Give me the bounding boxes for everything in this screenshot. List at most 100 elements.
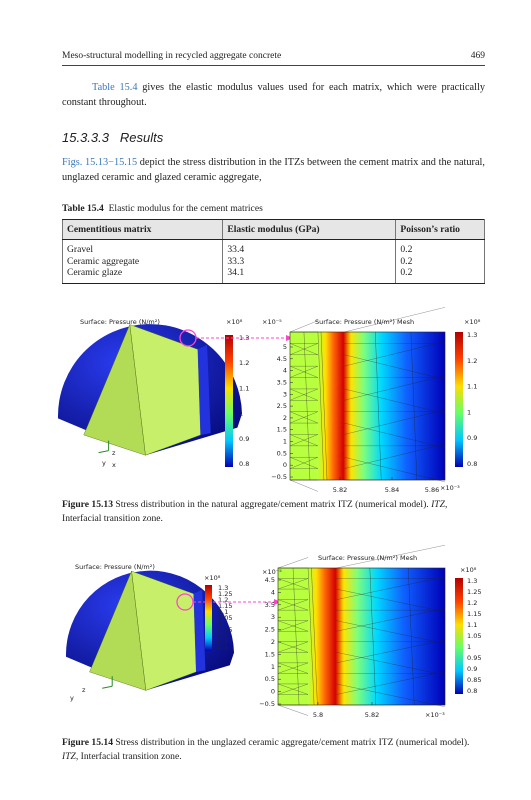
y-tick-label: 1.5 bbox=[265, 650, 275, 658]
colorbar-label: 1.2 bbox=[467, 357, 477, 365]
colorbar-label: 0.8 bbox=[467, 687, 477, 695]
mesh-line bbox=[277, 641, 309, 653]
table-cell: 0.2 bbox=[395, 255, 485, 267]
colorbar-label: 1.05 bbox=[467, 632, 481, 640]
paragraph-text: gives the elastic modulus values used fo… bbox=[62, 82, 485, 108]
table-cell: 0.2 bbox=[395, 239, 485, 256]
colorbar-label: 1.2 bbox=[467, 599, 477, 607]
page-number: 469 bbox=[470, 51, 485, 61]
mesh-line bbox=[307, 567, 315, 706]
table-cell: Ceramic aggregate bbox=[61, 255, 223, 267]
colorbar-label: 1 bbox=[467, 643, 471, 651]
y-tick-label: 0.5 bbox=[265, 675, 275, 683]
y-tick-label: 3.5 bbox=[265, 601, 275, 609]
mesh-line bbox=[336, 545, 446, 569]
abbreviation: ITZ bbox=[62, 751, 76, 762]
table-cell: Gravel bbox=[61, 239, 223, 256]
y-tick-label: 2.5 bbox=[277, 402, 287, 410]
plot-frame bbox=[277, 567, 446, 706]
abbreviation: ITZ bbox=[431, 499, 445, 510]
figure: Surface: Pressure (N/m²)×10⁸1.31.251.21.… bbox=[65, 545, 481, 719]
colorbar-label: 0.9 bbox=[218, 632, 228, 640]
colorbar bbox=[205, 585, 212, 651]
table-row: Gravel 33.4 0.2 bbox=[61, 239, 485, 256]
section-number: 15.3.3.3 bbox=[62, 130, 109, 145]
mesh-line bbox=[410, 331, 418, 481]
colorbar-label: 0.9 bbox=[467, 665, 477, 673]
shell-edge bbox=[193, 589, 206, 672]
mesh-line bbox=[277, 683, 309, 695]
figure-link[interactable]: Figs. 15.13−15.15 bbox=[62, 157, 138, 168]
running-header: Meso-structural modelling in recycled ag… bbox=[62, 51, 282, 61]
axis-triad-label: y bbox=[70, 694, 74, 702]
matrix-region bbox=[278, 568, 309, 705]
table: Cementitious matrix Elastic modulus (GPa)… bbox=[61, 219, 485, 284]
table-cell: 33.4 bbox=[222, 239, 396, 256]
caption-text: , Interfacial transition zone. bbox=[75, 751, 182, 762]
y-tick-label: −0.5 bbox=[259, 700, 275, 708]
panel-title: Surface: Pressure (N/m²) Mesh bbox=[315, 318, 414, 326]
x-tick-label: 5.82 bbox=[365, 711, 379, 719]
y-tick-label: 4 bbox=[283, 367, 287, 375]
axis-triad-label: y bbox=[102, 459, 106, 467]
colorbar-label: 1.1 bbox=[218, 608, 228, 616]
y-tick-label: 2 bbox=[283, 414, 287, 422]
paragraph-text: depict the stress distribution in the IT… bbox=[62, 157, 485, 183]
axis-triad-label: x bbox=[112, 461, 116, 469]
colorbar-label: 1.15 bbox=[467, 610, 481, 618]
arrow-head bbox=[286, 335, 293, 341]
colorbar-label: 0.85 bbox=[218, 638, 232, 646]
axis-triad-label: z bbox=[82, 686, 86, 694]
mesh-line bbox=[336, 671, 446, 695]
colorbar-label: 0.8 bbox=[239, 460, 249, 468]
mesh-line bbox=[344, 341, 446, 367]
mesh-line bbox=[336, 683, 446, 707]
mesh-line bbox=[292, 567, 300, 706]
caption-text: , Interfacial transition zone. bbox=[62, 499, 448, 524]
colorbar-label: 1.1 bbox=[467, 621, 477, 629]
mesh-line bbox=[369, 567, 376, 706]
paragraph: Table 15.4 gives the elastic modulus val… bbox=[62, 80, 485, 110]
mesh-line bbox=[344, 354, 446, 380]
x-tick-label: 5.82 bbox=[333, 486, 347, 494]
mesh-line bbox=[375, 331, 382, 481]
column-header: Elastic modulus (GPa) bbox=[222, 219, 396, 240]
colorbar-exponent: ×10⁸ bbox=[226, 318, 243, 326]
mesh-line bbox=[277, 578, 309, 590]
triad-axis bbox=[98, 450, 109, 454]
x-tick-label: 5.8 bbox=[313, 711, 323, 719]
y-tick-label: 1.5 bbox=[277, 426, 287, 434]
colorbar-label: 1.3 bbox=[467, 577, 477, 585]
inner-face bbox=[83, 323, 146, 456]
y-tick-label: 2 bbox=[271, 638, 275, 646]
colorbar-label: 1.1 bbox=[239, 384, 249, 392]
column-header: Poisson’s ratio bbox=[395, 219, 485, 240]
x-exponent: ×10⁻³ bbox=[425, 711, 445, 719]
mesh-line bbox=[336, 639, 446, 663]
y-exponent: ×10⁻⁵ bbox=[262, 568, 282, 576]
colorbar-label: 1.3 bbox=[218, 584, 228, 592]
mesh-line bbox=[303, 331, 311, 481]
mesh-line bbox=[289, 388, 318, 401]
colorbar-label: 0.9 bbox=[239, 435, 249, 443]
table-cell: 33.3 bbox=[222, 255, 396, 267]
mesh-line bbox=[317, 331, 325, 481]
colorbar-label: 1.3 bbox=[239, 334, 249, 342]
colorbar-label: 1 bbox=[239, 410, 243, 418]
figure-label: Figure 15.14 bbox=[62, 737, 113, 748]
table-cell: 0.2 bbox=[395, 267, 485, 284]
y-tick-label: 1 bbox=[271, 663, 275, 671]
mesh-line bbox=[289, 343, 318, 355]
paragraph: Figs. 15.13−15.15 depict the stress dist… bbox=[62, 155, 485, 185]
y-tick-label: 1 bbox=[283, 438, 287, 446]
shell-edge bbox=[197, 344, 211, 435]
colorbar-label: 1.2 bbox=[218, 596, 228, 604]
table-row: Ceramic glaze 34.1 0.2 bbox=[61, 267, 485, 284]
table-link[interactable]: Table 15.4 bbox=[92, 82, 138, 93]
y-tick-label: 3 bbox=[271, 613, 275, 621]
mesh-line bbox=[344, 307, 446, 333]
colorbar-label: 1 bbox=[467, 408, 471, 416]
figure-caption: Figure 15.14 Stress distribution in the … bbox=[62, 736, 485, 764]
matrix-region bbox=[290, 332, 318, 480]
